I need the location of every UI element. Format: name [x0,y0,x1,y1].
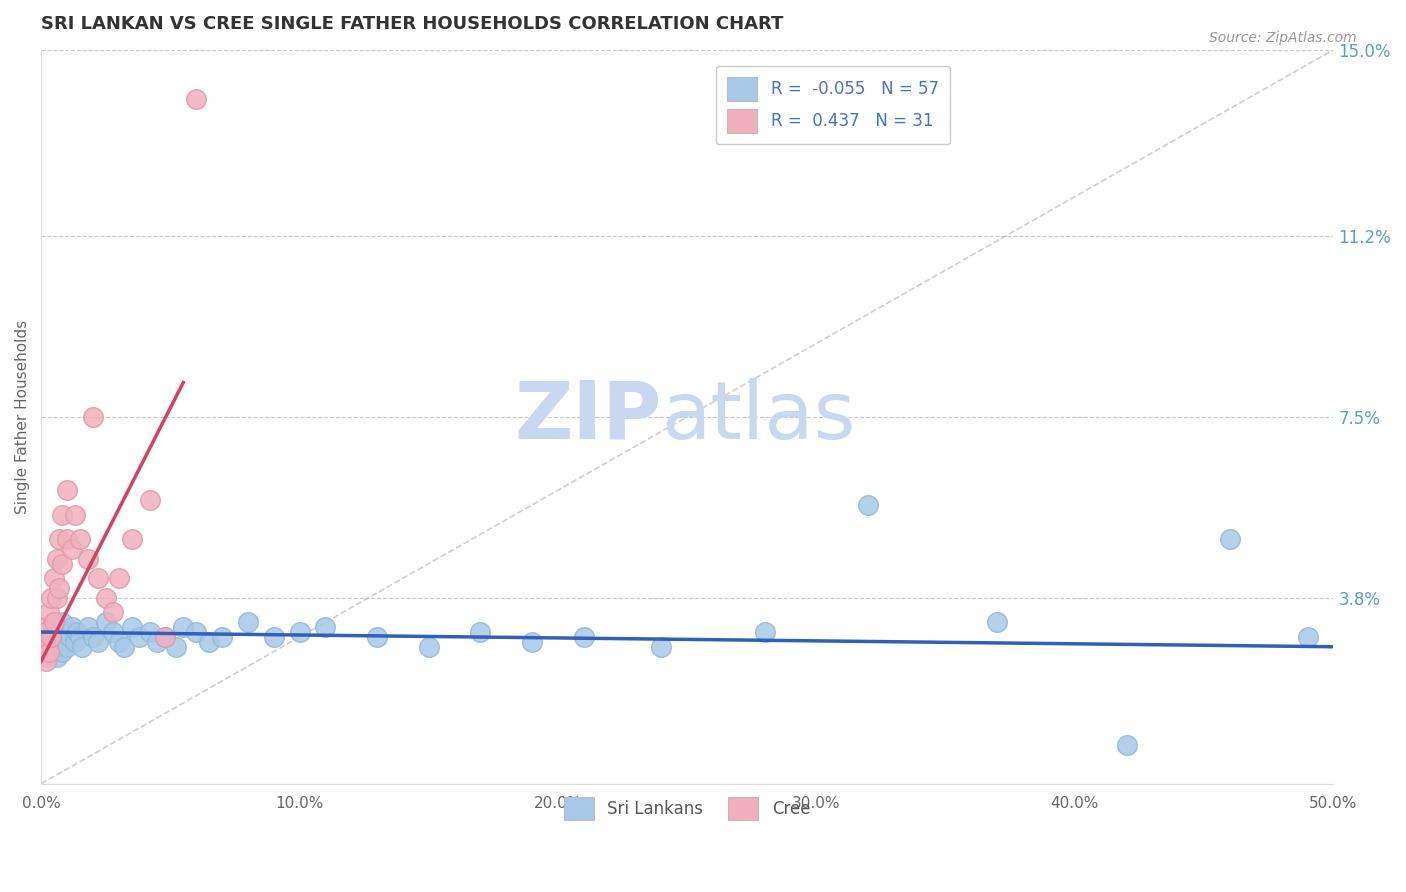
Point [38,645,60,659]
Point [35,630,58,644]
Point [107,635,129,649]
Point [56,625,79,640]
Y-axis label: Single Father Households: Single Father Households [15,319,30,514]
Point [38,606,60,620]
Point [56,483,79,498]
Point [288,625,311,640]
Point [58,630,80,644]
Point [856,498,879,512]
Point [138,492,160,507]
Point [45,635,67,649]
Point [107,571,129,585]
Point [103,625,125,640]
Point [69,630,91,644]
Point [32,640,55,654]
Point [418,640,440,654]
Point [41,645,63,659]
Point [69,532,91,546]
Point [103,606,125,620]
Point [63,508,86,522]
Point [1115,738,1137,752]
Legend: Sri Lankans, Cree: Sri Lankans, Cree [558,789,817,827]
Point [236,615,259,630]
Point [153,630,176,644]
Point [263,630,285,644]
Point [1219,532,1241,546]
Point [1296,630,1319,644]
Point [366,630,388,644]
Point [986,615,1008,630]
Point [45,551,67,566]
Point [53,635,76,649]
Point [32,640,55,654]
Point [72,640,94,654]
Point [60,620,83,634]
Point [138,625,160,640]
Point [51,557,73,571]
Point [38,625,60,640]
Point [45,591,67,605]
Point [470,625,492,640]
Point [82,630,104,644]
Point [76,620,98,634]
Point [87,571,110,585]
Point [87,635,110,649]
Text: Source: ZipAtlas.com: Source: ZipAtlas.com [1209,31,1357,45]
Point [314,620,336,634]
Point [121,532,143,546]
Point [60,541,83,556]
Point [42,571,65,585]
Point [650,640,672,654]
Point [48,640,70,654]
Point [48,625,70,640]
Point [198,635,221,649]
Point [42,630,65,644]
Point [41,630,63,644]
Point [35,654,58,668]
Point [66,625,89,640]
Point [82,409,104,424]
Point [41,591,63,605]
Point [51,615,73,630]
Point [32,620,55,634]
Point [522,635,544,649]
Point [51,508,73,522]
Point [41,620,63,634]
Point [56,640,79,654]
Point [94,591,117,605]
Point [48,581,70,595]
Point [186,92,208,106]
Point [211,630,233,644]
Text: SRI LANKAN VS CREE SINGLE FATHER HOUSEHOLDS CORRELATION CHART: SRI LANKAN VS CREE SINGLE FATHER HOUSEHO… [41,15,783,33]
Point [63,635,86,649]
Text: atlas: atlas [661,378,856,456]
Point [51,645,73,659]
Point [76,551,98,566]
Point [35,625,58,640]
Point [112,640,135,654]
Point [38,635,60,649]
Point [48,532,70,546]
Point [172,620,194,634]
Point [56,532,79,546]
Point [146,635,169,649]
Point [42,615,65,630]
Point [128,630,150,644]
Point [35,649,58,664]
Point [45,649,67,664]
Point [572,630,595,644]
Text: ZIP: ZIP [515,378,661,456]
Point [153,630,176,644]
Point [165,640,187,654]
Point [121,620,143,634]
Point [42,640,65,654]
Point [754,625,776,640]
Point [186,625,208,640]
Point [94,615,117,630]
